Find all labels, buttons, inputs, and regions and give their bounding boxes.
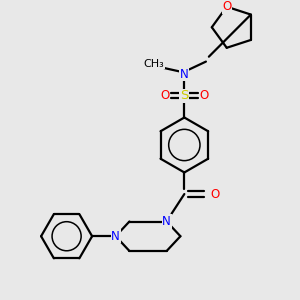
Text: O: O [222,0,231,13]
Text: N: N [180,68,189,81]
Text: S: S [180,89,188,102]
Text: CH₃: CH₃ [143,58,164,69]
Text: N: N [162,215,171,228]
Text: O: O [210,188,219,200]
Text: O: O [199,89,208,102]
Text: O: O [160,89,169,102]
Text: N: N [111,230,120,243]
